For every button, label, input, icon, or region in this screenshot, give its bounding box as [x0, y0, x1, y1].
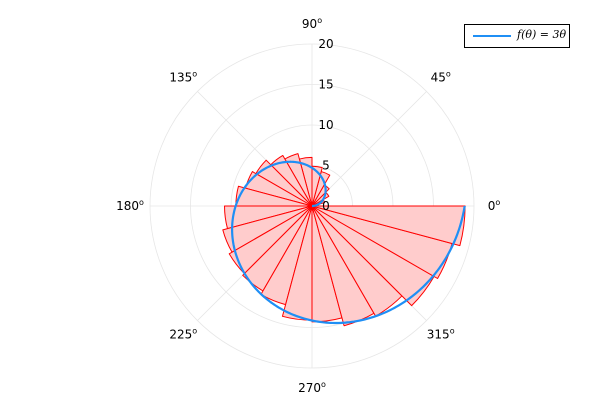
legend-label: f(θ) = 3θ — [517, 28, 567, 41]
radial-tick-label: 10 — [318, 118, 333, 132]
curve-series — [230, 160, 466, 325]
angle-tick-label: 270o — [298, 380, 326, 395]
angle-tick-label: 180o — [116, 198, 144, 213]
tick-labels: 0 5 10 15 20 0o 45o 90o 135o 180o 225o 270o 315o — [116, 16, 500, 395]
legend-line-swatch — [473, 35, 511, 37]
angle-tick-label: 90o — [302, 16, 322, 31]
radial-tick-label: 20 — [318, 37, 333, 51]
radial-tick-label: 5 — [322, 159, 330, 173]
radial-tick-label: 15 — [318, 78, 333, 92]
angle-tick-label: 225o — [169, 327, 197, 342]
angle-tick-label: 45o — [431, 69, 451, 84]
angle-tick-label: 315o — [427, 327, 455, 342]
histogram-bar — [311, 205, 466, 247]
curve-line — [230, 160, 466, 325]
angle-tick-label: 0o — [488, 198, 501, 213]
angle-tick-label: 135o — [169, 69, 197, 84]
histogram-bars — [222, 153, 466, 327]
angular-grid-line — [311, 91, 427, 207]
radial-tick-label: 0 — [322, 199, 330, 213]
legend: f(θ) = 3θ — [464, 24, 570, 48]
